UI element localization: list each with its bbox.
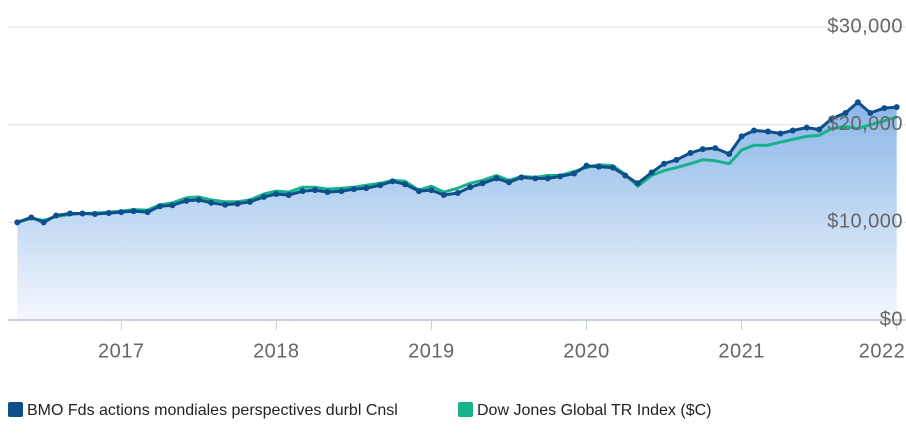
x-tick-label: 2020	[563, 340, 610, 362]
point	[609, 164, 616, 171]
legend-swatch	[8, 402, 23, 417]
point	[416, 188, 423, 195]
point	[67, 210, 74, 217]
x-tick-label: 2022	[859, 340, 906, 362]
point	[130, 208, 137, 215]
point	[183, 197, 190, 204]
point	[312, 187, 319, 194]
y-tick-label: $30,000	[827, 15, 903, 37]
point	[867, 109, 874, 116]
point	[428, 187, 435, 194]
legend-label: Dow Jones Global TR Index ($C)	[477, 402, 712, 419]
point	[842, 109, 849, 116]
y-tick-label: $0	[880, 308, 903, 330]
x-tick-label: 2021	[718, 340, 765, 362]
point	[299, 188, 306, 195]
series-line	[16, 115, 898, 224]
point	[338, 188, 345, 195]
point	[479, 180, 486, 187]
point	[260, 193, 267, 200]
point	[789, 127, 796, 134]
point	[14, 219, 21, 226]
point	[532, 175, 539, 182]
point	[234, 200, 241, 207]
point	[583, 162, 590, 169]
point	[285, 191, 292, 198]
point	[169, 202, 176, 209]
point	[738, 133, 745, 140]
point	[377, 182, 384, 189]
point	[222, 201, 229, 208]
point	[634, 180, 641, 187]
point	[893, 104, 900, 111]
x-tick-label: 2018	[253, 340, 300, 362]
y-tick-label: $10,000	[827, 211, 903, 233]
point	[828, 115, 835, 122]
point	[28, 214, 35, 221]
point	[557, 173, 564, 180]
point	[726, 150, 733, 157]
point	[881, 105, 888, 112]
point	[622, 172, 629, 179]
point	[454, 190, 461, 197]
point	[467, 184, 474, 191]
point	[518, 174, 525, 181]
point	[803, 124, 810, 131]
point	[79, 210, 86, 217]
point	[544, 175, 551, 182]
point	[440, 191, 447, 198]
point	[595, 163, 602, 170]
point	[389, 178, 396, 185]
chart: 2017 2018 2019 2020 2021 2022 $0 $10,000 $20,000…	[8, 15, 906, 362]
y-tick-label: $20,000	[827, 113, 903, 135]
point	[195, 196, 202, 203]
point	[505, 179, 512, 186]
point	[208, 199, 215, 206]
point	[854, 99, 861, 106]
point	[687, 149, 694, 156]
point	[661, 160, 668, 167]
point	[493, 175, 500, 182]
legend-item: BMO Fds actions mondiales perspectives d…	[8, 401, 438, 420]
point	[673, 156, 680, 163]
point	[350, 186, 357, 193]
x-tick-label: 2019	[408, 340, 455, 362]
legend-label: BMO Fds actions mondiales perspectives d…	[27, 402, 398, 419]
point	[324, 189, 331, 196]
point	[91, 211, 98, 218]
legend-swatch	[458, 402, 473, 417]
x-tick-label: 2017	[98, 340, 145, 362]
point	[105, 210, 112, 217]
point	[156, 203, 163, 210]
point	[246, 198, 253, 205]
point	[816, 126, 823, 133]
point	[53, 212, 60, 219]
point	[273, 191, 280, 198]
point	[764, 128, 771, 135]
point	[712, 145, 719, 152]
point	[571, 170, 578, 177]
legend-item: Dow Jones Global TR Index ($C)	[458, 401, 711, 420]
point	[777, 130, 784, 137]
point	[751, 127, 758, 134]
point	[363, 185, 370, 192]
point	[118, 209, 125, 216]
point	[402, 181, 409, 188]
point	[648, 169, 655, 176]
area	[17, 102, 897, 320]
point	[144, 209, 151, 216]
point	[40, 219, 47, 226]
point	[699, 146, 706, 153]
